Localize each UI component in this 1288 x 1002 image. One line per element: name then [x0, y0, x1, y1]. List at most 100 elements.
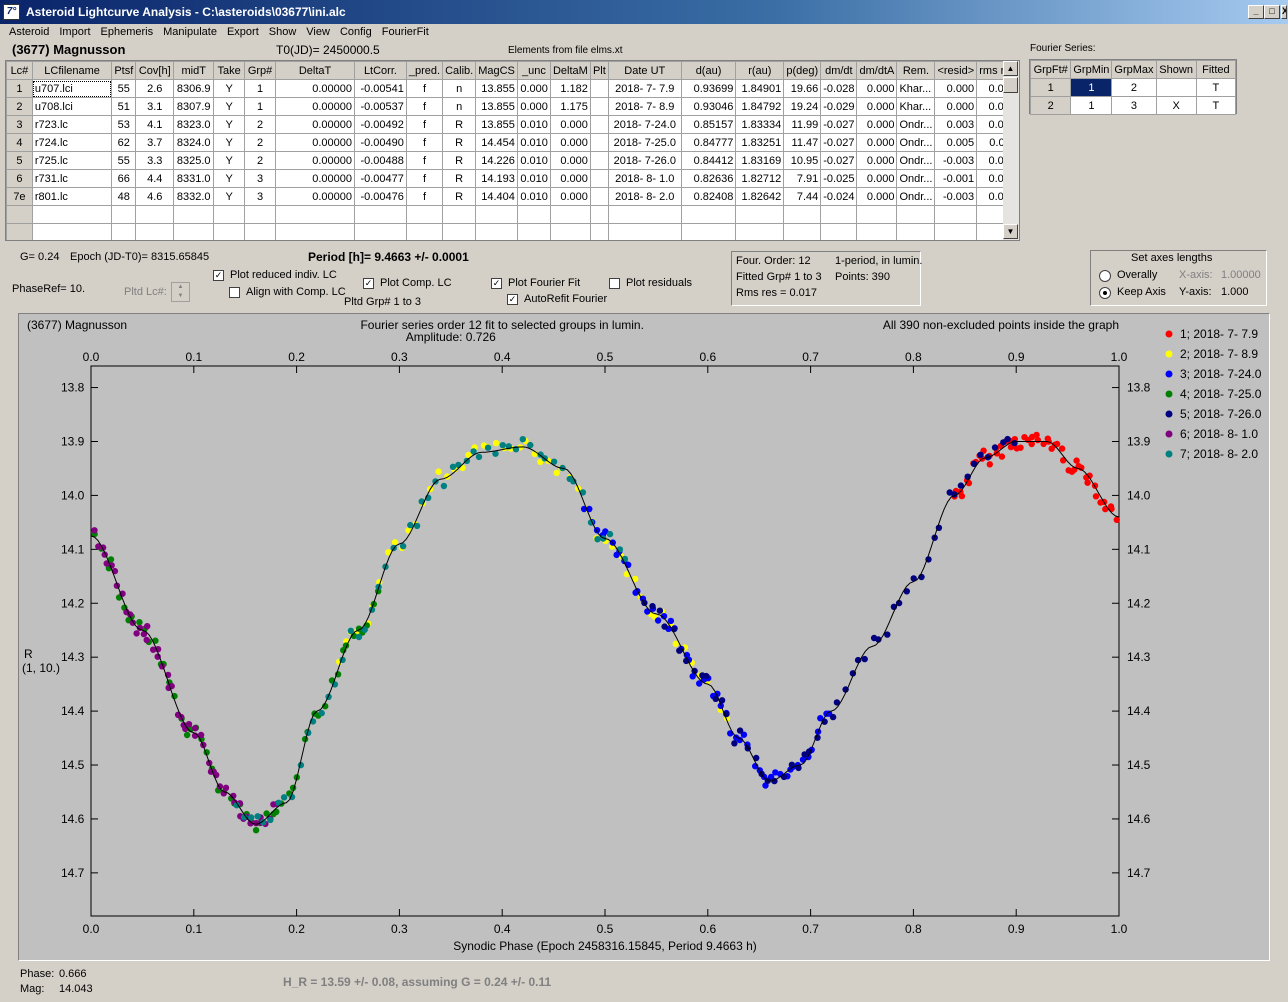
scroll-up-icon[interactable]: ▲ [1003, 61, 1018, 76]
fourier-col-header[interactable]: Shown [1155, 60, 1197, 79]
lc-cell[interactable] [442, 205, 477, 224]
lc-cell[interactable]: Y [213, 187, 246, 206]
fourier-cell[interactable]: X [1155, 96, 1197, 115]
lc-cell[interactable]: 48 [111, 187, 137, 206]
lc-cell[interactable]: 0.00000 [275, 151, 355, 170]
lc-cell[interactable] [589, 151, 609, 170]
fourier-cell[interactable]: 1 [1070, 96, 1113, 115]
lc-col-header[interactable]: Date UT [607, 61, 682, 80]
lc-cell[interactable] [475, 205, 518, 224]
lc-cell[interactable]: 0.005 [934, 133, 978, 152]
lc-cell[interactable] [783, 223, 822, 240]
lc-cell[interactable]: u707.lci [31, 79, 113, 98]
lc-cell[interactable]: 0.85157 [680, 115, 737, 134]
menu-manipulate[interactable]: Manipulate [163, 26, 217, 38]
lc-cell[interactable] [275, 223, 355, 240]
spin-up-icon[interactable]: ▲ [177, 284, 184, 290]
lc-empty-row[interactable] [6, 205, 1019, 224]
lc-col-header[interactable]: Plt [589, 61, 609, 80]
lc-cell[interactable]: Ondr... [896, 187, 936, 206]
fourier-row-header[interactable]: 2 [1029, 96, 1072, 115]
lc-cell[interactable]: 8323.0 [173, 115, 215, 134]
lc-cell[interactable]: -0.00492 [354, 115, 407, 134]
lc-row-header[interactable]: 4 [6, 133, 33, 152]
lc-cell[interactable]: R [442, 151, 477, 170]
lc-cell[interactable] [111, 223, 137, 240]
lc-cell[interactable]: 0.000 [934, 79, 978, 98]
lc-cell[interactable]: 0.82636 [680, 169, 737, 188]
lc-cell[interactable]: -0.025 [820, 169, 858, 188]
lc-col-header[interactable]: _pred. [405, 61, 444, 80]
lc-cell[interactable]: 8331.0 [173, 169, 215, 188]
lc-col-header[interactable]: p(deg) [783, 61, 822, 80]
lc-cell[interactable]: -0.003 [934, 187, 978, 206]
lc-cell[interactable]: 0.000 [549, 115, 591, 134]
lc-cell[interactable] [405, 223, 444, 240]
lc-cell[interactable]: 1.182 [549, 79, 591, 98]
lc-cell[interactable] [934, 223, 978, 240]
lc-cell[interactable] [354, 223, 407, 240]
lc-cell[interactable]: -0.00490 [354, 133, 407, 152]
lc-cell[interactable]: Y [213, 115, 246, 134]
lc-cell[interactable] [173, 205, 215, 224]
lc-cell[interactable]: 4.4 [135, 169, 175, 188]
fourier-col-header[interactable]: GrpMin [1070, 60, 1113, 79]
lc-col-header[interactable]: DeltaT [275, 61, 355, 80]
lc-cell[interactable]: 2018- 7- 8.9 [607, 97, 682, 116]
lc-cell[interactable]: Ondr... [896, 115, 936, 134]
lc-cell[interactable]: 1.175 [549, 97, 591, 116]
lc-cell[interactable] [820, 223, 858, 240]
lc-col-header[interactable]: Rem. [896, 61, 936, 80]
lc-cell[interactable]: 8307.9 [173, 97, 215, 116]
lc-cell[interactable]: 0.00000 [275, 97, 355, 116]
lc-cell[interactable]: 1 [244, 79, 277, 98]
lc-cell[interactable]: 2018- 7-26.0 [607, 151, 682, 170]
lc-cell[interactable] [607, 205, 682, 224]
lc-cell[interactable]: 11.47 [783, 133, 822, 152]
lc-cell[interactable]: f [405, 151, 444, 170]
lc-cell[interactable]: 0.00000 [275, 115, 355, 134]
fourier-cell[interactable]: 1 [1070, 78, 1113, 97]
lc-cell[interactable]: 0.000 [856, 133, 898, 152]
lc-cell[interactable]: 2 [244, 115, 277, 134]
lc-cell[interactable]: 1.83334 [735, 115, 785, 134]
lc-col-header[interactable]: Calib. [442, 61, 477, 80]
lc-row-header[interactable]: 2 [6, 97, 33, 116]
lc-cell[interactable] [31, 205, 113, 224]
fourier-row-header[interactable]: 1 [1029, 78, 1072, 97]
lc-cell[interactable]: 0.000 [856, 115, 898, 134]
lc-cell[interactable]: 7.91 [783, 169, 822, 188]
lc-cell[interactable] [135, 205, 175, 224]
lc-cell[interactable]: 8325.0 [173, 151, 215, 170]
lc-cell[interactable]: 1.82712 [735, 169, 785, 188]
lightcurve-plot[interactable]: 0.0 0.0 0.1 0.1 0.2 0.2 0.3 0.3 0.4 0.4 0.5 0.5 0.6 0… [19, 314, 1269, 960]
lc-cell[interactable]: 1.83251 [735, 133, 785, 152]
lc-col-header[interactable]: dm/dt [820, 61, 858, 80]
lc-cell[interactable]: 1.84792 [735, 97, 785, 116]
lc-cell[interactable]: 0.000 [856, 151, 898, 170]
lc-cell[interactable]: 0.000 [516, 79, 551, 98]
menu-asteroid[interactable]: Asteroid [9, 26, 50, 38]
lc-cell[interactable]: 1.83169 [735, 151, 785, 170]
lc-cell[interactable]: 53 [111, 115, 137, 134]
lc-cell[interactable]: 13.855 [475, 97, 518, 116]
lc-cell[interactable]: 0.000 [856, 97, 898, 116]
lc-cell[interactable]: r801.lc [31, 187, 113, 206]
lc-cell[interactable]: r731.lc [31, 169, 113, 188]
lc-cell[interactable]: 0.000 [549, 151, 591, 170]
lc-row[interactable]: 4 r724.lc 62 3.7 8324.0 Y 2 0.00000 -0.00490 f R 14… [6, 133, 1019, 152]
lc-cell[interactable]: 2 [244, 133, 277, 152]
fourier-cell[interactable]: 3 [1111, 96, 1157, 115]
lc-row[interactable]: 2 u708.lci 51 3.1 8307.9 Y 1 0.00000 -0.00537 f n 1… [6, 97, 1019, 116]
lc-cell[interactable] [735, 205, 785, 224]
lc-cell[interactable] [31, 223, 113, 240]
lc-cell[interactable]: 1.84901 [735, 79, 785, 98]
lc-cell[interactable]: f [405, 169, 444, 188]
lc-cell[interactable]: 0.000 [549, 133, 591, 152]
lc-cell[interactable]: 55 [111, 79, 137, 98]
lc-cell[interactable]: -0.029 [820, 97, 858, 116]
lc-cell[interactable] [442, 223, 477, 240]
lc-cell[interactable]: f [405, 97, 444, 116]
lc-cell[interactable] [516, 223, 551, 240]
menu-config[interactable]: Config [339, 26, 372, 38]
